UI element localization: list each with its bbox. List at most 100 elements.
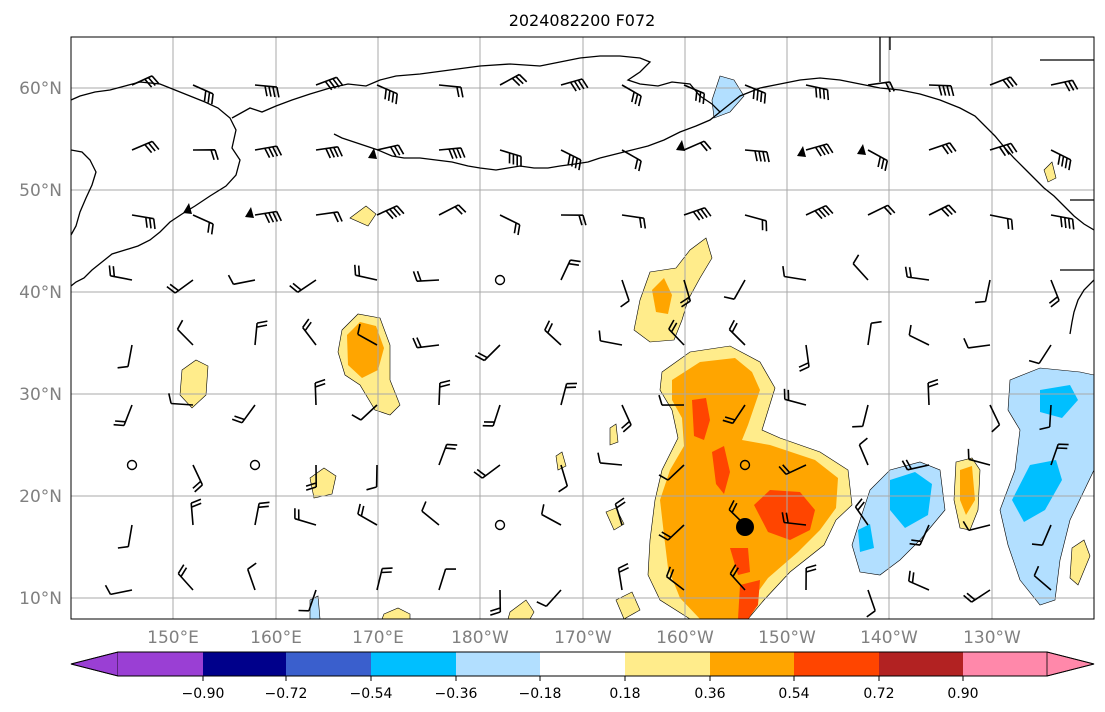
wind-barb <box>254 145 283 158</box>
colorbar-tick-label: 0.54 <box>778 686 809 702</box>
wind-barb <box>744 214 768 232</box>
wind-barb <box>989 404 1001 433</box>
wind-barb-pennant <box>676 140 685 151</box>
strong-anomaly-core-3 <box>712 446 730 494</box>
wind-barb <box>852 404 869 428</box>
lat-label-10n: 10°N <box>19 589 62 609</box>
wind-barb <box>778 464 807 476</box>
lat-label-50n: 50°N <box>19 181 62 201</box>
positive-anomaly-region-east-core <box>960 466 975 515</box>
wind-barb <box>376 84 398 105</box>
positive-anomaly-plume-north <box>633 237 713 343</box>
wind-barb <box>246 562 257 591</box>
wind-barb <box>1050 443 1069 466</box>
colorbar-bin <box>203 652 286 676</box>
wind-barb <box>614 497 626 526</box>
alaska-coastline <box>231 55 721 159</box>
wind-barb <box>294 508 317 526</box>
colorbar: −0.90 −0.72 −0.54 −0.36 −0.18 0.18 0.36 … <box>70 651 1095 702</box>
wind-barb <box>805 564 817 591</box>
calm-wind-circle <box>494 519 506 531</box>
wind-barb <box>744 149 770 163</box>
wind-barb <box>540 504 562 526</box>
colorbar-tick-label: 0.36 <box>694 686 725 702</box>
wind-barb-pennant <box>183 203 192 214</box>
wind-barb <box>474 344 501 362</box>
wind-barb <box>315 146 343 159</box>
colorbar-tick-label: 0.90 <box>947 686 978 702</box>
calm-wind-circle <box>126 459 138 471</box>
small-positive-blob <box>381 607 411 619</box>
negative-anomaly-core-east <box>1012 460 1062 522</box>
wind-barb <box>117 344 133 369</box>
wind-barb <box>438 84 464 98</box>
wind-barb <box>305 464 317 491</box>
colorbar-bin <box>879 652 963 676</box>
wind-barb <box>621 214 647 229</box>
wind-barb <box>658 524 685 541</box>
wind-barb <box>192 214 214 235</box>
wind-barb <box>679 279 692 308</box>
wind-barb <box>962 520 991 532</box>
wind-barb <box>190 498 202 526</box>
wind-barb <box>621 404 632 433</box>
small-positive-blob <box>609 423 619 446</box>
wind-barb <box>302 318 317 346</box>
wind-barb <box>254 320 268 346</box>
wind-barb <box>989 142 1018 157</box>
wind-barb <box>366 464 378 491</box>
wind-barb <box>989 214 1014 230</box>
positive-anomaly-plume-north-core <box>652 278 672 314</box>
wind-barb <box>357 503 378 526</box>
wind-barb <box>254 210 283 224</box>
colorbar-tick-label: 0.18 <box>609 686 640 702</box>
wind-barb <box>560 259 581 281</box>
wind-barb <box>473 464 501 479</box>
small-positive-blob <box>615 591 641 619</box>
wind-barb <box>658 394 685 406</box>
wind-barb <box>131 214 156 230</box>
wind-barb <box>1033 565 1052 591</box>
colorbar-outline <box>70 651 1095 677</box>
alaska-gulf-coastline <box>719 77 1094 231</box>
wind-barb <box>544 320 562 346</box>
negative-anomaly-core-east <box>1040 385 1078 418</box>
wind-barb <box>351 404 378 421</box>
wind-barb <box>315 211 343 223</box>
negative-anomaly-core-mid <box>890 472 932 528</box>
colorbar-bin <box>540 652 625 676</box>
colorbar-extend-low <box>70 651 119 677</box>
colorbar-bin <box>794 652 879 676</box>
wind-barb <box>354 264 378 281</box>
wind-barb <box>928 204 957 217</box>
wind-barb <box>621 149 642 172</box>
lon-label-160e: 160°E <box>250 628 302 648</box>
wind-barb <box>412 337 440 349</box>
wind-barb <box>867 204 896 216</box>
wind-barb <box>989 76 1018 89</box>
wind-barb <box>131 140 160 154</box>
map-plot-area <box>71 37 1094 619</box>
wind-barb <box>858 437 869 466</box>
wind-barb <box>499 214 521 236</box>
lon-label-160w: 160°W <box>656 628 714 648</box>
latitude-labels: 60°N 50°N 40°N 30°N 20°N 10°N <box>19 79 62 609</box>
wind-barb <box>805 143 834 157</box>
wind-barb <box>1050 79 1079 92</box>
wind-barb <box>1050 214 1075 230</box>
wind-barb <box>108 265 133 281</box>
colorbar-bin <box>710 652 794 676</box>
small-positive-blob <box>605 507 625 531</box>
wind-barbs-layer <box>104 73 1079 618</box>
wind-barb <box>598 330 623 346</box>
small-positive-blob <box>1069 539 1091 586</box>
wind-barb <box>376 205 405 220</box>
colorbar-tick-label: −0.72 <box>265 686 308 702</box>
wind-barb <box>357 323 378 346</box>
colorbar-bin <box>625 652 710 676</box>
colorbar-tick-label: −0.54 <box>350 686 393 702</box>
wind-barb <box>866 589 876 618</box>
wind-barb <box>963 337 991 349</box>
lat-label-40n: 40°N <box>19 283 62 303</box>
lon-label-140w: 140°W <box>860 628 918 648</box>
